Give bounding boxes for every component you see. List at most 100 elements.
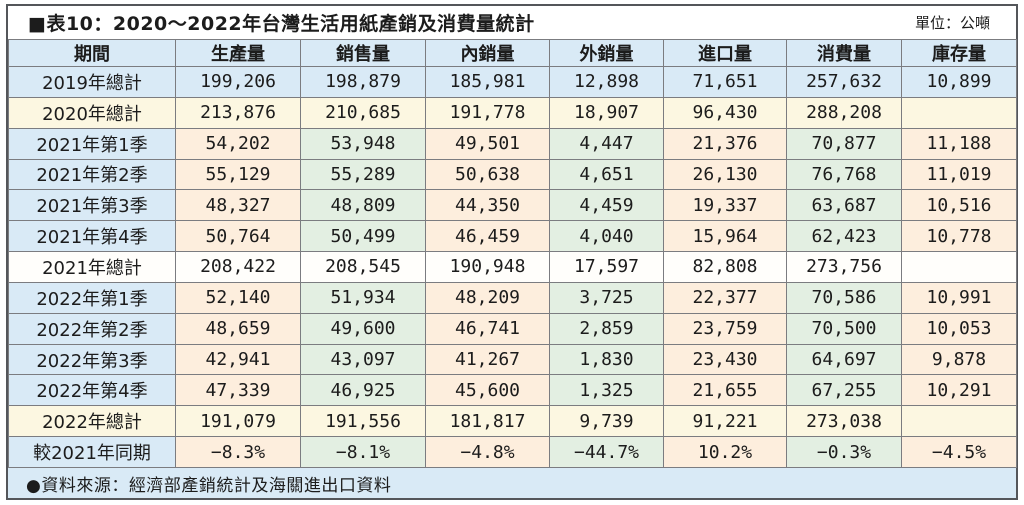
table-cell: 10,991 [901, 281, 1017, 314]
table-cell: 10.2% [663, 436, 787, 468]
table-row-2022-q3: 2022年第3季 42,941 43,097 41,267 1,830 23,4… [8, 343, 1017, 376]
table-cell: 1,830 [549, 343, 664, 376]
table-cell: 12,898 [549, 66, 664, 98]
table-cell: 62,423 [786, 220, 902, 253]
table-cell: 10,053 [901, 312, 1017, 345]
table-cell [901, 96, 1017, 129]
table-cell: 42,941 [175, 343, 301, 376]
col-header-domestic-sales: 內銷量 [425, 39, 550, 67]
table-cell: 191,079 [175, 405, 301, 438]
row-label: 2021年第4季 [8, 220, 176, 253]
table-cell: 199,206 [175, 66, 301, 98]
row-label: 2022年第2季 [8, 312, 176, 345]
col-header-production: 生產量 [175, 39, 301, 67]
table-cell: 70,500 [786, 312, 902, 345]
table-cell: 96,430 [663, 96, 787, 129]
table-cell: 273,038 [786, 405, 902, 438]
table-cell: 48,327 [175, 189, 301, 222]
table-cell: 273,756 [786, 251, 902, 283]
row-label: 2021年第3季 [8, 189, 176, 222]
table-cell: 44,350 [425, 189, 550, 222]
table-cell: 23,759 [663, 312, 787, 345]
table-cell: 46,925 [300, 374, 426, 407]
table-cell: 51,934 [300, 281, 426, 314]
row-label: 2022年第4季 [8, 374, 176, 407]
table-cell: 23,430 [663, 343, 787, 376]
table-cell: 9,878 [901, 343, 1017, 376]
table-cell: 208,545 [300, 251, 426, 283]
row-label: 2022年第3季 [8, 343, 176, 376]
table-cell: 71,651 [663, 66, 787, 98]
table-cell: 181,817 [425, 405, 550, 438]
table-cell: 53,948 [300, 127, 426, 160]
table-cell: 10,778 [901, 220, 1017, 253]
table-cell: 55,129 [175, 158, 301, 191]
data-source-label: ●資料來源：經濟部產銷統計及海關進出口資料 [26, 475, 392, 496]
table-cell: 191,556 [300, 405, 426, 438]
table-cell: 185,981 [425, 66, 550, 98]
table-cell: 49,501 [425, 127, 550, 160]
row-label: 2021年第1季 [8, 127, 176, 160]
table-cell: 63,687 [786, 189, 902, 222]
table-row-2019-total: 2019年總計 199,206 198,879 185,981 12,898 7… [8, 66, 1017, 98]
table-cell: 41,267 [425, 343, 550, 376]
table-cell: 190,948 [425, 251, 550, 283]
row-label: 2022年第1季 [8, 281, 176, 314]
table-row-2021-q3: 2021年第3季 48,327 48,809 44,350 4,459 19,3… [8, 189, 1017, 222]
table-cell: 76,768 [786, 158, 902, 191]
title-bar: ■表10：2020～2022年台灣生活用紙產銷及消費量統計 單位：公噸 [8, 6, 1016, 39]
table-cell: 3,725 [549, 281, 664, 314]
col-header-inventory: 庫存量 [901, 39, 1017, 67]
table-cell: 4,040 [549, 220, 664, 253]
table-cell: 210,685 [300, 96, 426, 129]
table-row-2021-total: 2021年總計 208,422 208,545 190,948 17,597 8… [8, 251, 1017, 283]
statistics-table: 期間 生產量 銷售量 內銷量 外銷量 進口量 消費量 庫存量 2019年總計 1… [8, 39, 1017, 468]
table-cell: 47,339 [175, 374, 301, 407]
table-title: ■表10：2020～2022年台灣生活用紙產銷及消費量統計 [28, 13, 535, 35]
table-cell: 15,964 [663, 220, 787, 253]
table-cell: 4,459 [549, 189, 664, 222]
table-cell: 82,808 [663, 251, 787, 283]
table-cell: 21,655 [663, 374, 787, 407]
row-label: 2021年總計 [8, 251, 176, 283]
table-cell: 10,899 [901, 66, 1017, 98]
table-cell: 208,422 [175, 251, 301, 283]
table-cell: 70,877 [786, 127, 902, 160]
table-cell: 22,377 [663, 281, 787, 314]
header-row: 期間 生產量 銷售量 內銷量 外銷量 進口量 消費量 庫存量 [8, 39, 1017, 67]
table-row-2021-q4: 2021年第4季 50,764 50,499 46,459 4,040 15,9… [8, 220, 1017, 253]
table-cell: −4.8% [425, 436, 550, 468]
col-header-export: 外銷量 [549, 39, 664, 67]
table-cell: 55,289 [300, 158, 426, 191]
table-cell: −8.3% [175, 436, 301, 468]
row-label: 2022年總計 [8, 405, 176, 438]
table-cell: 213,876 [175, 96, 301, 129]
table-cell: 46,459 [425, 220, 550, 253]
row-label: 較2021年同期 [8, 436, 176, 468]
table-cell: 91,221 [663, 405, 787, 438]
table-cell: 43,097 [300, 343, 426, 376]
table-cell: 49,600 [300, 312, 426, 345]
table-cell: 9,739 [549, 405, 664, 438]
table-cell: 198,879 [300, 66, 426, 98]
table-cell: 4,651 [549, 158, 664, 191]
table-cell: 1,325 [549, 374, 664, 407]
table-cell: 257,632 [786, 66, 902, 98]
col-header-period: 期間 [8, 39, 176, 67]
row-label: 2021年第2季 [8, 158, 176, 191]
table-cell: 48,209 [425, 281, 550, 314]
table-row-yoy-change: 較2021年同期 −8.3% −8.1% −4.8% −44.7% 10.2% … [8, 436, 1017, 468]
source-bar: ●資料來源：經濟部產銷統計及海關進出口資料 [8, 468, 1016, 498]
table-cell: 21,376 [663, 127, 787, 160]
table-cell: 11,019 [901, 158, 1017, 191]
col-header-consumption: 消費量 [786, 39, 902, 67]
table-cell [901, 405, 1017, 438]
table-cell: 45,600 [425, 374, 550, 407]
table-row-2022-q4: 2022年第4季 47,339 46,925 45,600 1,325 21,6… [8, 374, 1017, 407]
table-cell: 64,697 [786, 343, 902, 376]
table-cell: 10,516 [901, 189, 1017, 222]
table-cell: 17,597 [549, 251, 664, 283]
table-cell: 46,741 [425, 312, 550, 345]
table-cell: 18,907 [549, 96, 664, 129]
